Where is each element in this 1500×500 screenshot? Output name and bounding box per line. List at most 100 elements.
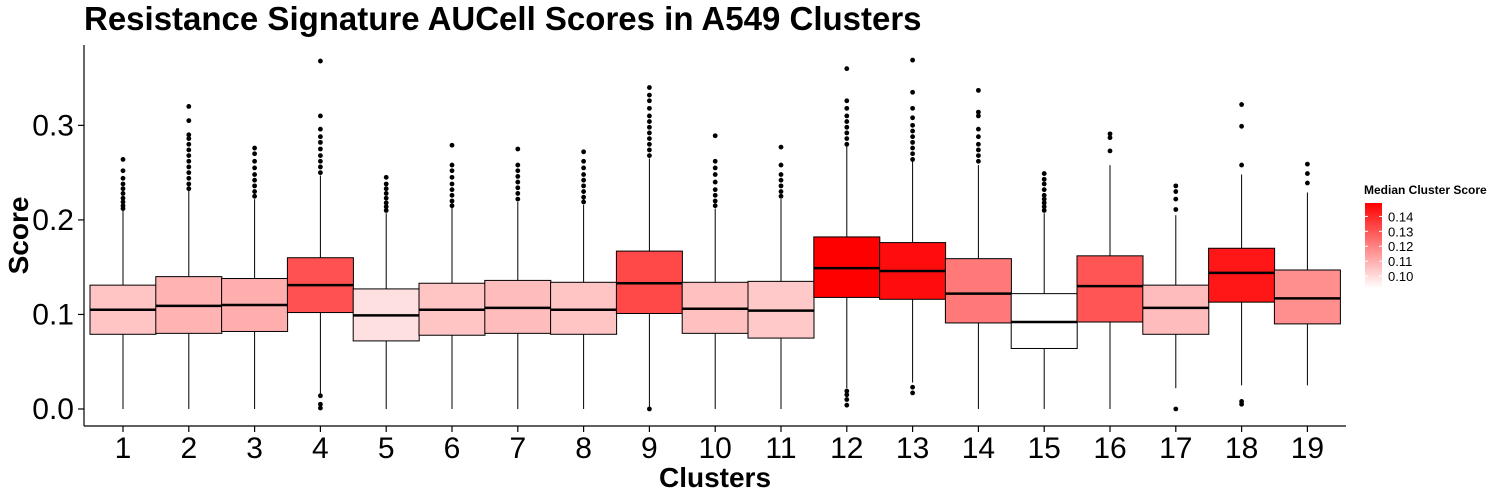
color-legend: Median Cluster Score 0.140.130.120.110.1… <box>1364 183 1487 288</box>
outlier-point <box>252 158 257 164</box>
outlier-point <box>318 58 323 64</box>
outlier-point <box>844 388 850 394</box>
outlier-point <box>1173 183 1179 189</box>
outlier-point <box>844 113 850 119</box>
outlier-point <box>910 145 915 151</box>
outlier-point <box>1305 180 1310 186</box>
outlier-point <box>910 390 915 396</box>
outlier-point <box>383 200 389 206</box>
outlier-point <box>712 158 718 164</box>
outlier-point <box>712 133 718 139</box>
outlier-point <box>120 181 126 187</box>
outlier-point <box>1239 123 1244 129</box>
legend-tick-label: 0.14 <box>1388 209 1413 224</box>
outlier-point <box>120 156 126 162</box>
x-tick-label: 19 <box>1291 432 1324 465</box>
outlier-point <box>712 187 718 193</box>
box-cluster-2 <box>155 104 223 409</box>
box-cluster-19 <box>1273 161 1341 386</box>
outlier-point <box>186 158 192 164</box>
outlier-point <box>1041 200 1047 206</box>
outlier-point <box>778 162 784 168</box>
outlier-point <box>1239 102 1244 107</box>
x-tick-label: 4 <box>312 432 329 465</box>
outlier-point <box>252 189 257 194</box>
outlier-point <box>186 181 192 187</box>
box-cluster-16 <box>1076 131 1144 409</box>
outlier-point <box>120 195 126 201</box>
outlier-point <box>515 162 521 168</box>
outlier-point <box>712 198 718 204</box>
x-tick-label: 5 <box>378 432 395 465</box>
outlier-point <box>778 177 784 183</box>
outlier-point <box>647 153 652 159</box>
outlier-point <box>910 139 915 145</box>
outlier-point <box>449 162 455 168</box>
outlier-point <box>1041 204 1047 210</box>
legend-ticks: 0.140.130.120.110.10 <box>1365 209 1413 284</box>
box-cluster-1 <box>89 156 157 409</box>
outlier-point <box>449 203 455 209</box>
outlier-point <box>318 113 323 119</box>
box-iqr <box>1273 269 1341 325</box>
box-cluster-6 <box>418 142 486 409</box>
outlier-point <box>581 194 586 200</box>
outlier-point <box>910 134 915 140</box>
outlier-point <box>318 146 323 152</box>
box-iqr <box>944 258 1012 324</box>
outlier-point <box>910 105 915 111</box>
outlier-point <box>844 136 850 141</box>
outlier-point <box>449 181 455 187</box>
outlier-point <box>844 392 850 398</box>
outlier-point <box>120 168 126 174</box>
outlier-point <box>778 172 784 177</box>
outlier-point <box>976 113 981 119</box>
outlier-point <box>120 175 126 181</box>
outlier-point <box>1173 207 1179 212</box>
outlier-point <box>976 126 981 132</box>
outlier-point <box>383 195 389 201</box>
outlier-point <box>844 130 850 136</box>
outlier-point <box>186 164 192 170</box>
outlier-point <box>383 186 389 192</box>
outlier-point <box>515 185 521 191</box>
outlier-point <box>581 183 586 189</box>
x-tick-label: 2 <box>180 432 197 465</box>
outlier-point <box>515 174 521 179</box>
outlier-point <box>318 126 323 132</box>
outlier-point <box>910 122 915 128</box>
outlier-point <box>1107 148 1113 154</box>
outlier-point <box>318 139 323 145</box>
outlier-point <box>383 204 389 210</box>
outlier-point <box>910 115 915 121</box>
boxes-layer <box>89 57 1341 412</box>
outlier-point <box>976 141 981 147</box>
outlier-point <box>252 177 257 183</box>
outlier-point <box>844 119 850 124</box>
y-tick-label: 0.0 <box>32 393 74 426</box>
outlier-point <box>1305 161 1310 167</box>
outlier-point <box>910 151 915 157</box>
outlier-point <box>976 109 981 115</box>
x-tick-label: 16 <box>1093 432 1126 465</box>
outlier-point <box>976 87 981 93</box>
outlier-point <box>1041 181 1047 187</box>
outlier-point <box>186 186 192 192</box>
outlier-point <box>1041 192 1047 198</box>
outlier-point <box>647 105 652 111</box>
x-tick-label: 8 <box>575 432 592 465</box>
outlier-point <box>712 165 718 171</box>
x-axis-ticks: 1 2 3 4 5 6 7 8 9 10 11 12 13 14 15 16 17 18 19 <box>115 426 1324 465</box>
y-axis-title: Score <box>3 197 34 275</box>
outlier-point <box>712 172 718 177</box>
x-tick-label: 9 <box>641 432 658 465</box>
legend-tick-label: 0.13 <box>1388 224 1413 239</box>
outlier-point <box>581 189 586 194</box>
outlier-point <box>1107 135 1113 141</box>
outlier-point <box>581 199 586 205</box>
outlier-point <box>449 142 455 148</box>
outlier-point <box>120 203 126 209</box>
outlier-point <box>647 113 652 119</box>
outlier-point <box>976 134 981 140</box>
outlier-point <box>1239 162 1244 168</box>
